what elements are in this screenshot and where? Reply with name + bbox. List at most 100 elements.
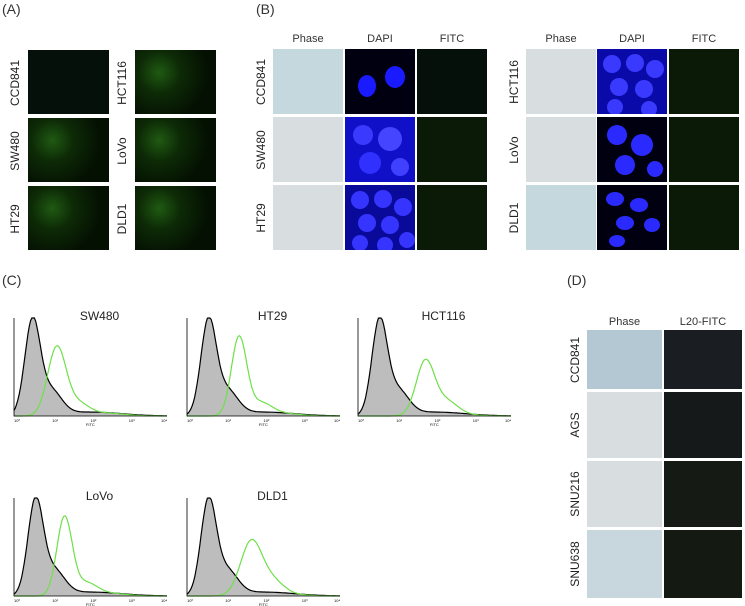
- micrograph-b-sw480-fitc: [417, 117, 487, 182]
- histogram-axes: [186, 318, 340, 417]
- x-tick-label: 10⁴: [505, 418, 511, 423]
- micrograph-b-hct116-dapi: [597, 49, 667, 114]
- x-axis-label: FITC: [430, 422, 439, 426]
- panel-label-b: (B): [256, 1, 275, 17]
- micrograph-d-snu638-fitc: [664, 530, 742, 598]
- row-label-b-lovo: LoVo: [507, 136, 521, 164]
- x-tick-label: 10⁰: [14, 418, 20, 423]
- micrograph-b-ccd841-fitc: [417, 49, 487, 114]
- x-tick-label: 10³: [302, 418, 308, 423]
- x-tick-label: 10¹: [225, 418, 231, 423]
- control-histogram-fill: [187, 318, 340, 416]
- histogram-plot: 10⁰ 10¹ 10² 10³ 10⁴ FITC: [357, 317, 511, 426]
- micrograph-d-snu216-fitc: [664, 461, 742, 527]
- micrograph-a-sw480: [28, 118, 109, 182]
- row-label-a-lovo: LoVo: [115, 137, 129, 165]
- histogram-title: DLD1: [257, 489, 288, 503]
- micrograph-a-lovo: [135, 118, 216, 182]
- x-tick-label: 10¹: [52, 418, 58, 423]
- row-label-b-sw480: SW480: [254, 130, 268, 170]
- x-tick-label: 10⁰: [187, 418, 193, 423]
- micrograph-b-dld1-phase: [526, 185, 596, 250]
- micrograph-a-dld1: [135, 186, 216, 250]
- micrograph-d-snu638-phase: [587, 530, 662, 598]
- histogram-title: HCT116: [421, 309, 466, 323]
- row-label-a-ccd841: CCD841: [8, 59, 22, 107]
- header-d-l20-fitc: L20-FITC: [679, 316, 727, 328]
- micrograph-b-ccd841-dapi: [345, 49, 415, 114]
- row-label-b-ccd841: CCD841: [254, 58, 268, 106]
- micrograph-b-hct116-fitc: [669, 49, 739, 114]
- histogram-title: HT29: [257, 309, 288, 323]
- histogram-axes: [186, 498, 340, 597]
- micrograph-d-ags-fitc: [664, 392, 742, 458]
- control-histogram-fill: [358, 318, 511, 416]
- micrograph-b-sw480-phase: [273, 117, 343, 182]
- row-label-b-hct116: HCT116: [507, 60, 521, 104]
- header-b-dapi-left: DAPI: [367, 33, 393, 45]
- x-tick-label: 10⁰: [358, 418, 364, 423]
- row-label-a-hct116: HCT116: [115, 61, 129, 105]
- x-axis-label: FITC: [259, 602, 268, 606]
- panel-label-c: (C): [2, 272, 22, 288]
- micrograph-b-lovo-dapi: [597, 117, 667, 182]
- histogram-axes: [357, 318, 511, 417]
- row-label-d-snu216: SNU216: [568, 471, 582, 517]
- row-label-a-ht29: HT29: [8, 204, 22, 234]
- control-histogram-fill: [14, 498, 167, 596]
- micrograph-b-ccd841-phase: [273, 49, 343, 114]
- micrograph-d-snu216-phase: [587, 461, 662, 527]
- x-tick-label: 10²: [264, 418, 270, 423]
- micrograph-b-ht29-phase: [273, 185, 343, 250]
- fitc-histogram-line: [14, 515, 167, 597]
- micrograph-a-ccd841: [28, 50, 109, 114]
- row-label-d-ccd841: CCD841: [568, 336, 582, 384]
- histogram-title: LoVo: [85, 489, 114, 503]
- header-b-fitc-right: FITC: [691, 33, 717, 45]
- micrograph-b-lovo-fitc: [669, 117, 739, 182]
- micrograph-b-ht29-fitc: [417, 185, 487, 250]
- x-tick-label: 10¹: [396, 418, 402, 423]
- header-b-phase-right: Phase: [545, 33, 577, 45]
- header-b-phase-left: Phase: [292, 33, 324, 45]
- micrograph-b-dld1-fitc: [669, 185, 739, 250]
- x-tick-label: 10³: [129, 418, 135, 423]
- panel-label-a: (A): [2, 1, 21, 17]
- micrograph-b-hct116-phase: [526, 49, 596, 114]
- micrograph-d-ags-phase: [587, 392, 662, 458]
- x-axis-label: FITC: [86, 422, 95, 426]
- x-tick-label: 10²: [435, 418, 441, 423]
- micrograph-d-ccd841-fitc: [664, 330, 742, 389]
- header-b-dapi-right: DAPI: [619, 33, 645, 45]
- row-label-b-dld1: DLD1: [507, 202, 521, 234]
- histogram-axes: [13, 498, 167, 597]
- row-label-a-sw480: SW480: [8, 131, 22, 171]
- histogram-axes: [13, 318, 167, 417]
- histogram-plot: 10⁰ 10¹ 10² 10³ 10⁴ FITC: [186, 317, 340, 426]
- micrograph-b-ht29-dapi: [345, 185, 415, 250]
- row-label-a-dld1: DLD1: [115, 203, 129, 235]
- header-b-fitc-left: FITC: [439, 33, 465, 45]
- micrograph-b-sw480-dapi: [345, 117, 415, 182]
- control-histogram-fill: [187, 498, 340, 596]
- micrograph-d-ccd841-phase: [587, 330, 662, 389]
- micrograph-a-hct116: [135, 50, 216, 114]
- histogram-plot: 10⁰ 10¹ 10² 10³ 10⁴ FITC: [13, 317, 167, 426]
- micrograph-a-ht29: [28, 186, 109, 250]
- row-label-d-snu638: SNU638: [568, 541, 582, 587]
- histogram-title: SW480: [79, 309, 120, 323]
- control-histogram-fill: [14, 318, 167, 416]
- micrograph-b-dld1-dapi: [597, 185, 667, 250]
- x-tick-label: 10⁴: [161, 418, 167, 423]
- x-axis-label: FITC: [86, 602, 95, 606]
- row-label-d-ags: AGS: [568, 412, 582, 438]
- row-label-b-ht29: HT29: [254, 203, 268, 233]
- x-tick-label: 10³: [473, 418, 479, 423]
- x-tick-label: 10²: [91, 418, 97, 423]
- panel-label-d: (D): [567, 272, 587, 288]
- x-axis-label: FITC: [259, 422, 268, 426]
- x-tick-label: 10⁴: [334, 418, 340, 423]
- header-d-phase: Phase: [608, 316, 641, 328]
